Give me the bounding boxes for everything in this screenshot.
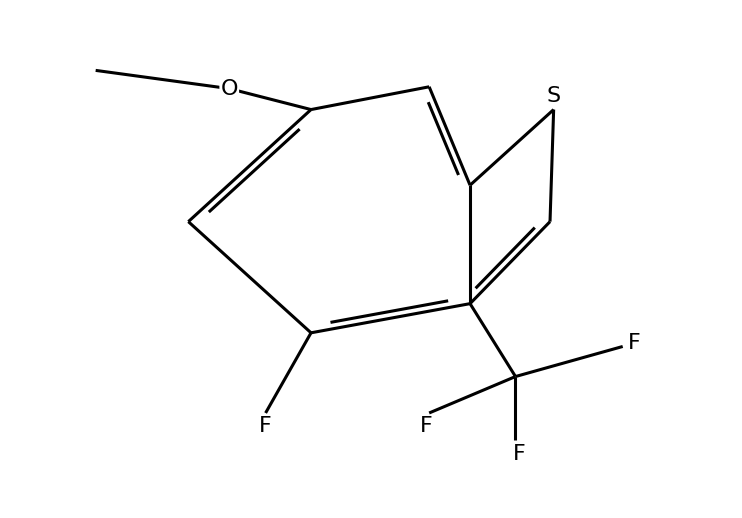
Text: F: F [513,444,525,464]
Text: O: O [220,79,238,98]
Text: F: F [259,416,272,436]
Text: F: F [628,333,641,353]
Text: F: F [419,416,432,436]
Text: S: S [547,86,561,106]
